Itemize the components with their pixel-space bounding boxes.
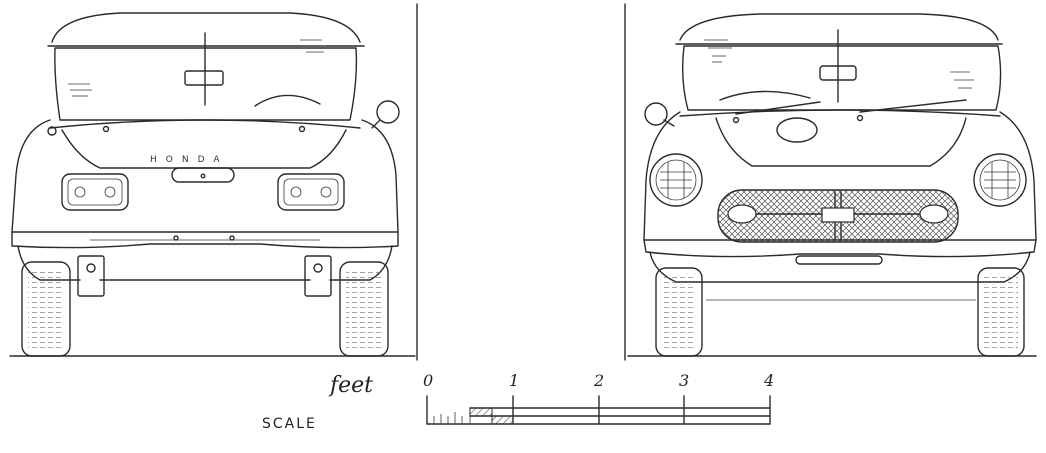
- rear-tail-light-left: [61, 173, 129, 211]
- rear-mirror: [184, 70, 224, 86]
- front-windshield: [681, 45, 1002, 111]
- scale-tick-label-3: 3: [679, 371, 689, 390]
- rear-side-mirror: [376, 100, 400, 124]
- scale-unit-label: feet: [328, 373, 373, 398]
- front-windshield-reflections: [704, 39, 974, 89]
- rear-body-right: [361, 119, 399, 233]
- rear-body-left: [11, 119, 51, 233]
- front-side-mirror: [644, 102, 668, 126]
- scale-tick-label-0: 0: [423, 371, 433, 390]
- front-hood: [715, 117, 967, 167]
- scale-tick-label-4: 4: [763, 371, 774, 390]
- scale-tick-label-1: 1: [509, 371, 519, 390]
- scale-bar: feet SCALE 0 1 2 3 4: [262, 371, 774, 432]
- front-grille-badge: [821, 207, 855, 223]
- front-fog-light-right: [919, 204, 949, 224]
- front-mirror: [819, 65, 857, 81]
- rear-bracket-left: [77, 255, 105, 297]
- rear-honda-badge: HONDA: [150, 155, 229, 165]
- front-headlight-right: [973, 153, 1027, 207]
- rear-plate-light: [171, 167, 235, 183]
- rear-tire-left: [21, 261, 71, 357]
- rear-tail-light-right: [277, 173, 345, 211]
- rear-roof-outline: [51, 12, 361, 43]
- rear-steering-wheel: [254, 94, 321, 107]
- scale-hatch-bottom: [491, 415, 514, 425]
- front-bumper: [643, 239, 1037, 258]
- scale-title: SCALE: [262, 416, 317, 432]
- rear-bumper: [11, 231, 399, 249]
- front-steering-wheel: [719, 90, 811, 101]
- front-hood-emblem: [776, 117, 818, 143]
- scale-tick-label-2: 2: [593, 371, 604, 390]
- front-lower-intake: [795, 255, 883, 265]
- rear-window: [54, 47, 358, 121]
- rear-tire-right: [339, 261, 389, 357]
- rear-deck-line: [49, 119, 361, 129]
- front-headlight-left: [649, 153, 703, 207]
- scale-hatch-top: [469, 407, 493, 417]
- front-roof-outline: [679, 13, 999, 41]
- front-cowl: [679, 109, 1001, 117]
- front-view: [627, 13, 1037, 357]
- rear-bracket-right: [304, 255, 332, 297]
- front-tire-left: [655, 267, 703, 357]
- front-tire-right: [977, 267, 1025, 357]
- front-body-right: [999, 111, 1037, 241]
- rear-view: HONDA: [9, 12, 416, 357]
- front-fog-light-left: [727, 204, 757, 224]
- front-grille: [717, 189, 959, 243]
- scale-minor-ticks: [433, 408, 471, 424]
- front-body-left: [643, 111, 681, 241]
- rear-window-reflections: [68, 39, 326, 97]
